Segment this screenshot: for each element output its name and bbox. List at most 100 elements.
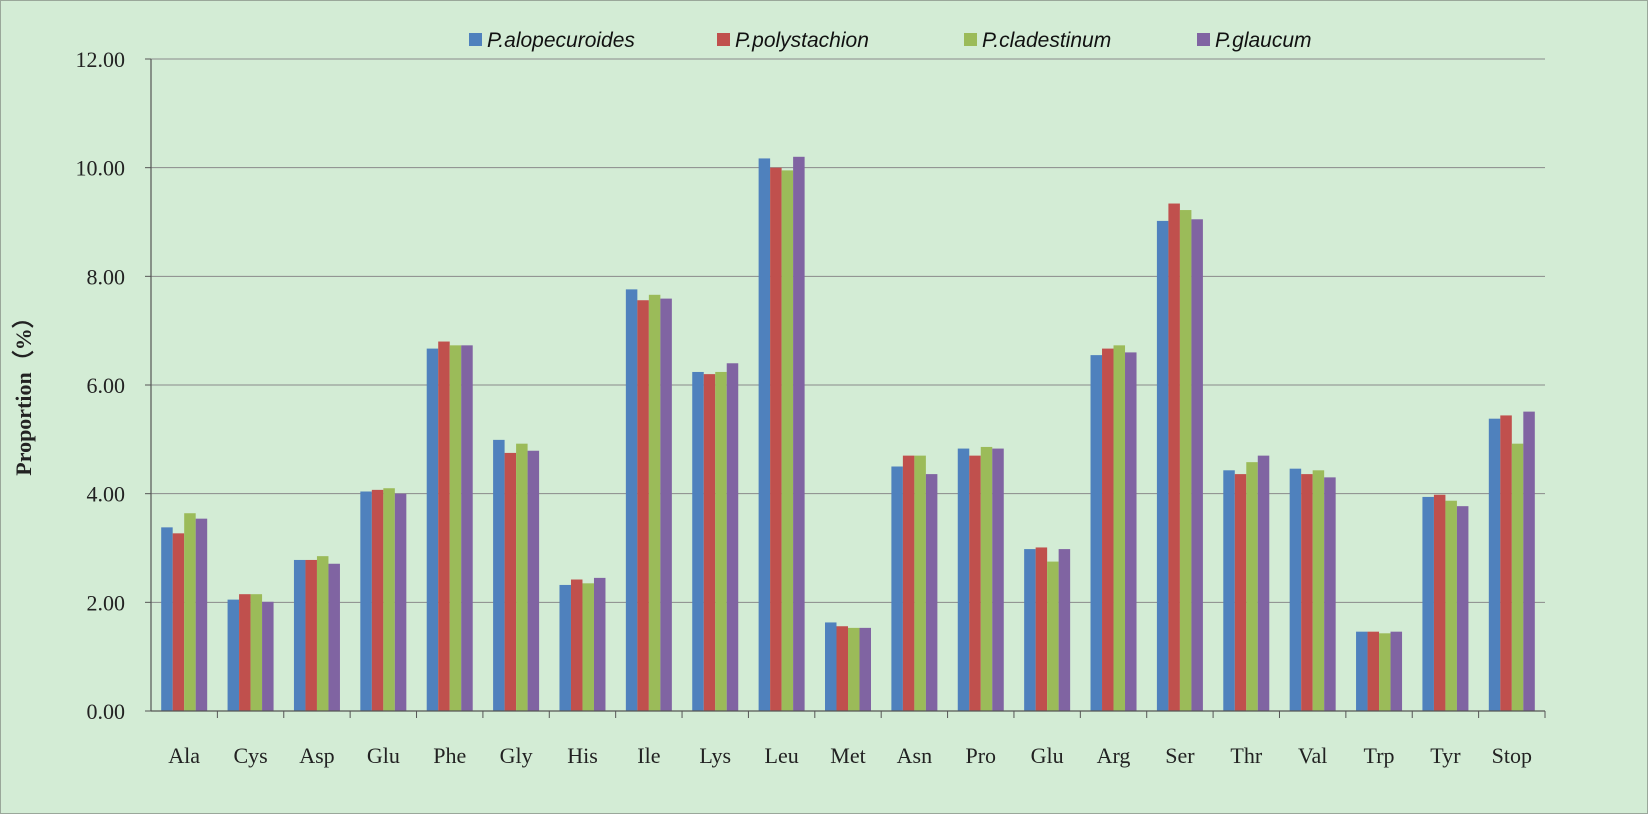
bar-P.cladestinum-Arg <box>1113 345 1126 711</box>
x-category-label: Leu <box>765 743 799 768</box>
bar-P.cladestinum-Stop <box>1511 443 1524 711</box>
bar-P.glaucum-Trp <box>1390 631 1403 711</box>
bar-P.polystachion-Stop <box>1500 415 1512 711</box>
x-category-label: Glu <box>367 743 400 768</box>
bar-P.polystachion-Met <box>836 626 848 711</box>
legend-label: P.cladestinum <box>982 29 1111 52</box>
x-category-label: Lys <box>699 743 731 768</box>
bar-P.cladestinum-Asp <box>316 556 329 711</box>
bar-P.alopecuroides-Asp <box>293 559 306 711</box>
bar-P.alopecuroides-Cys <box>227 599 240 711</box>
bar-P.alopecuroides-Thr <box>1223 470 1235 711</box>
bar-P.alopecuroides-Ala <box>161 527 173 711</box>
y-tick-label: 2.00 <box>87 590 126 615</box>
x-category-labels: Ala Cys Asp Glu Phe Gly His Ile Lys Leu Met Asn Pro G… <box>168 743 1532 768</box>
x-category-label: Asp <box>299 743 334 768</box>
bar-P.polystachion-Gly <box>504 452 517 711</box>
bar-P.cladestinum-Lys <box>715 371 727 711</box>
bar-P.glaucum-Gly <box>527 450 540 711</box>
bar-P.glaucum-Thr <box>1257 455 1270 711</box>
bar-P.cladestinum-Cys <box>250 594 263 711</box>
bar-P.polystachion-Ile <box>637 300 649 711</box>
bar-P.glaucum-Asp <box>328 563 340 711</box>
legend-swatch <box>469 33 482 46</box>
y-tick-label: 8.00 <box>87 264 126 289</box>
x-category-label: Arg <box>1097 743 1131 768</box>
x-category-label: Trp <box>1364 743 1395 768</box>
bar-P.glaucum-Stop <box>1523 411 1535 711</box>
bar-P.polystachion-Cys <box>239 594 251 711</box>
x-category-label: Ala <box>168 743 200 768</box>
legend: P.alopecuroides P.polystachion P.cladestin… <box>469 29 1312 52</box>
bar-P.cladestinum-Pro <box>980 446 993 711</box>
x-category-label: Gly <box>500 743 533 768</box>
bar-P.alopecuroides-Stop <box>1488 418 1501 711</box>
y-tick-label: 0.00 <box>87 699 126 724</box>
bar-P.glaucum-Ile <box>660 298 672 711</box>
bar-P.polystachion-Ala <box>172 533 185 711</box>
bar-P.cladestinum-Glu <box>1047 561 1059 711</box>
x-category-label: Phe <box>433 743 466 768</box>
bar-P.glaucum-Ser <box>1191 219 1203 712</box>
bar-P.glaucum-Pro <box>992 448 1004 711</box>
bar-P.glaucum-Cys <box>262 601 274 711</box>
bar-P.alopecuroides-Trp <box>1356 631 1368 711</box>
bar-P.polystachion-Asn <box>902 455 915 711</box>
bar-P.polystachion-Leu <box>770 167 782 711</box>
bar-P.alopecuroides-His <box>559 584 571 711</box>
bar-P.cladestinum-Gly <box>516 443 528 711</box>
legend-label: P.polystachion <box>735 29 869 52</box>
bar-P.glaucum-Glu <box>394 493 407 711</box>
x-category-label: Cys <box>233 743 267 768</box>
bars <box>161 156 1535 712</box>
bar-P.cladestinum-Ile <box>648 294 661 711</box>
bar-P.polystachion-Tyr <box>1433 494 1446 711</box>
bar-P.alopecuroides-Ser <box>1156 220 1169 711</box>
bar-P.polystachion-Glu <box>371 489 384 711</box>
y-tick-label: 12.00 <box>76 47 126 72</box>
bar-P.cladestinum-Val <box>1312 470 1325 711</box>
bar-P.alopecuroides-Glu <box>1024 549 1036 711</box>
bar-P.alopecuroides-Tyr <box>1422 496 1434 711</box>
bar-P.glaucum-Ala <box>195 518 208 711</box>
x-category-label: Ser <box>1165 743 1195 768</box>
bar-P.glaucum-Met <box>859 627 871 711</box>
bar-P.cladestinum-Asn <box>914 455 926 711</box>
x-category-label: Val <box>1298 743 1327 768</box>
bar-P.glaucum-Tyr <box>1456 506 1469 711</box>
x-category-label: Glu <box>1031 743 1064 768</box>
bar-P.cladestinum-Thr <box>1246 462 1258 711</box>
legend-label: P.glaucum <box>1215 29 1312 52</box>
bar-P.alopecuroides-Phe <box>426 348 439 711</box>
bar-P.glaucum-Asn <box>925 474 938 711</box>
bar-P.polystachion-Phe <box>438 341 450 711</box>
bar-P.cladestinum-Trp <box>1379 633 1391 711</box>
x-category-label: Asn <box>897 743 932 768</box>
bar-P.cladestinum-Tyr <box>1445 500 1457 711</box>
x-category-label: Thr <box>1230 743 1262 768</box>
bar-P.alopecuroides-Val <box>1289 468 1302 711</box>
x-category-label: Pro <box>965 743 996 768</box>
bar-P.glaucum-Val <box>1324 477 1336 711</box>
bar-P.alopecuroides-Glu <box>360 491 372 711</box>
bar-P.polystachion-Trp <box>1367 631 1380 711</box>
legend-swatch <box>717 33 730 46</box>
bar-P.polystachion-Asp <box>305 559 317 711</box>
bar-P.cladestinum-Phe <box>449 345 462 711</box>
y-tick-label: 6.00 <box>87 373 126 398</box>
bar-P.glaucum-Arg <box>1125 352 1137 711</box>
bar-P.cladestinum-Ala <box>184 513 196 711</box>
legend-swatch <box>964 33 977 46</box>
x-category-label: Stop <box>1492 743 1532 768</box>
bar-P.cladestinum-Leu <box>781 170 794 712</box>
bar-P.polystachion-Lys <box>703 374 716 711</box>
bar-P.alopecuroides-Gly <box>493 439 505 711</box>
y-tick-label: 10.00 <box>76 156 126 181</box>
bar-P.alopecuroides-Pro <box>957 448 970 711</box>
bar-P.polystachion-Arg <box>1102 348 1114 711</box>
bar-P.glaucum-His <box>593 577 606 711</box>
y-tick-labels: 0.00 2.00 4.00 6.00 8.00 10.00 12.00 <box>76 47 126 724</box>
legend-swatch <box>1197 33 1210 46</box>
